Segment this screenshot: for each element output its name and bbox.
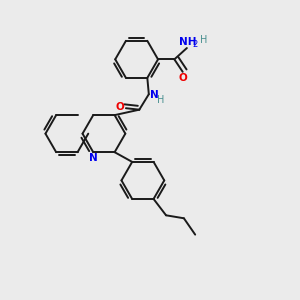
Text: NH: NH bbox=[179, 37, 196, 46]
Text: O: O bbox=[178, 74, 187, 83]
Text: N: N bbox=[89, 152, 98, 163]
Text: 2: 2 bbox=[192, 40, 197, 49]
Text: O: O bbox=[115, 102, 124, 112]
Text: H: H bbox=[200, 35, 207, 45]
Text: H: H bbox=[157, 94, 164, 105]
Text: N: N bbox=[150, 90, 159, 100]
